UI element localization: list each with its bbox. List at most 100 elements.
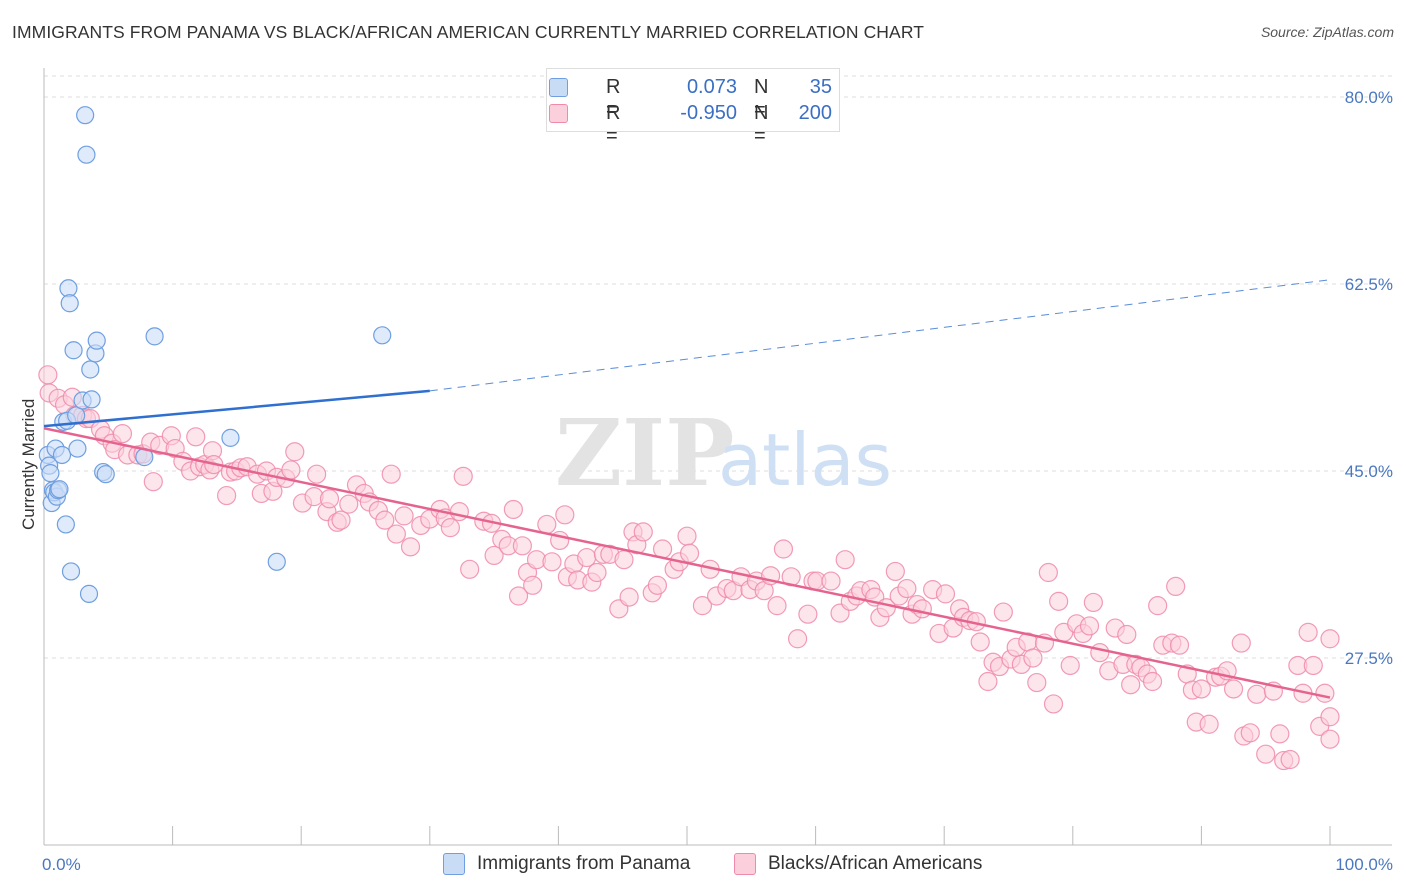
data-point-blacks [679, 543, 700, 563]
data-point-panama [50, 480, 69, 499]
legend-n-label: N = [754, 76, 769, 121]
data-point-blacks [484, 545, 504, 566]
data-point-blacks [1117, 624, 1137, 645]
data-point-blacks [897, 578, 917, 599]
data-point-blacks [523, 575, 543, 595]
data-point-blacks [217, 485, 237, 506]
y-tick-label: 27.5% [1345, 649, 1393, 668]
data-point-panama [373, 326, 392, 345]
series-panama-points [38, 106, 392, 603]
legend-n-value: 200 [798, 102, 832, 124]
data-point-panama [61, 562, 81, 581]
data-point-blacks [1166, 576, 1186, 597]
data-point-blacks [537, 514, 557, 535]
data-point-blacks [1223, 679, 1244, 699]
data-point-blacks [440, 518, 460, 538]
data-point-panama [82, 390, 101, 409]
data-point-blacks [773, 539, 794, 559]
data-point-blacks [143, 472, 163, 492]
data-point-blacks [449, 502, 469, 522]
data-point-blacks [1142, 671, 1163, 692]
data-point-blacks [587, 562, 607, 583]
legend-r-value: -0.950 [680, 102, 737, 124]
legend-r-label: R = [606, 76, 621, 121]
data-point-blacks [1240, 723, 1260, 743]
data-point-blacks [647, 575, 668, 595]
data-point-blacks [555, 505, 575, 525]
data-point-blacks [319, 489, 340, 509]
data-point-blacks [512, 536, 532, 556]
data-point-blacks [767, 596, 787, 616]
trend-lines [43, 279, 1331, 699]
y-axis-label: Currently Married [19, 399, 38, 530]
data-point-blacks [1270, 724, 1290, 744]
data-point-blacks [1049, 591, 1069, 611]
data-point-blacks [677, 526, 697, 546]
data-point-blacks [394, 506, 414, 526]
legend-item-blacks: Blacks/African Americans [734, 850, 982, 878]
data-point-blacks [970, 632, 990, 652]
trend-line-blacks [43, 427, 1331, 699]
data-point-blacks [614, 550, 634, 570]
legend-swatch-pink [734, 853, 756, 875]
data-point-panama [79, 584, 99, 603]
data-point-blacks [453, 466, 473, 486]
stats-legend: R = 0.073 N = 35 R = -0.950 N = 200 [546, 68, 840, 147]
y-tick-label: 62.5% [1345, 275, 1393, 294]
data-point-blacks [1023, 648, 1043, 668]
data-point-panama [96, 465, 115, 484]
chart-source: Source: ZipAtlas.com [1260, 24, 1394, 40]
data-point-blacks [935, 584, 956, 604]
data-point-panama [76, 106, 95, 125]
trend-line-panama [43, 389, 430, 428]
data-point-blacks [1148, 596, 1168, 616]
data-point-blacks [1303, 655, 1323, 676]
data-point-blacks [1320, 707, 1340, 727]
watermark-atlas: atlas [718, 418, 892, 502]
data-point-blacks [993, 602, 1013, 622]
legend-swatch-blue [549, 78, 568, 97]
data-point-blacks [1199, 714, 1219, 734]
data-point-blacks [1247, 684, 1267, 704]
data-point-panama [77, 145, 96, 164]
data-point-blacks [1298, 622, 1318, 642]
data-point-blacks [1231, 633, 1251, 653]
data-point-blacks [1320, 629, 1340, 649]
data-point-blacks [835, 550, 855, 570]
data-point-panama [41, 464, 60, 483]
data-point-panama [60, 294, 79, 313]
data-point-blacks [460, 559, 480, 579]
watermark: ZIP atlas [555, 399, 892, 507]
data-point-blacks [1027, 672, 1047, 693]
data-point-blacks [912, 599, 932, 619]
legend-item-panama: Immigrants from Panama [443, 850, 690, 878]
data-point-blacks [1083, 592, 1103, 613]
series-blacks-points [38, 365, 1340, 771]
data-point-panama [221, 428, 240, 447]
data-point-blacks [1169, 635, 1190, 655]
data-point-blacks [1256, 744, 1276, 764]
legend-n-value: 35 [809, 76, 832, 98]
data-point-blacks [633, 522, 653, 542]
data-point-blacks [381, 464, 401, 484]
data-point-panama [56, 515, 75, 534]
data-point-blacks [331, 510, 351, 530]
data-point-blacks [1090, 643, 1110, 663]
data-point-blacks [1038, 562, 1058, 583]
data-point-blacks [885, 561, 905, 582]
data-point-blacks [542, 552, 562, 572]
data-point-panama [81, 360, 100, 379]
legend-label-panama: Immigrants from Panama [477, 853, 691, 874]
x-tick-label: 100.0% [1335, 855, 1393, 874]
data-point-blacks [787, 629, 808, 649]
data-point-panama [68, 439, 87, 458]
data-point-blacks [503, 499, 523, 520]
x-tick-label: 0.0% [42, 855, 81, 874]
data-point-blacks [281, 460, 301, 480]
legend-r-value: 0.073 [686, 76, 737, 98]
data-point-blacks [1079, 616, 1100, 636]
data-point-blacks [798, 604, 818, 624]
data-point-blacks [285, 442, 305, 462]
data-point-blacks [1191, 679, 1212, 699]
